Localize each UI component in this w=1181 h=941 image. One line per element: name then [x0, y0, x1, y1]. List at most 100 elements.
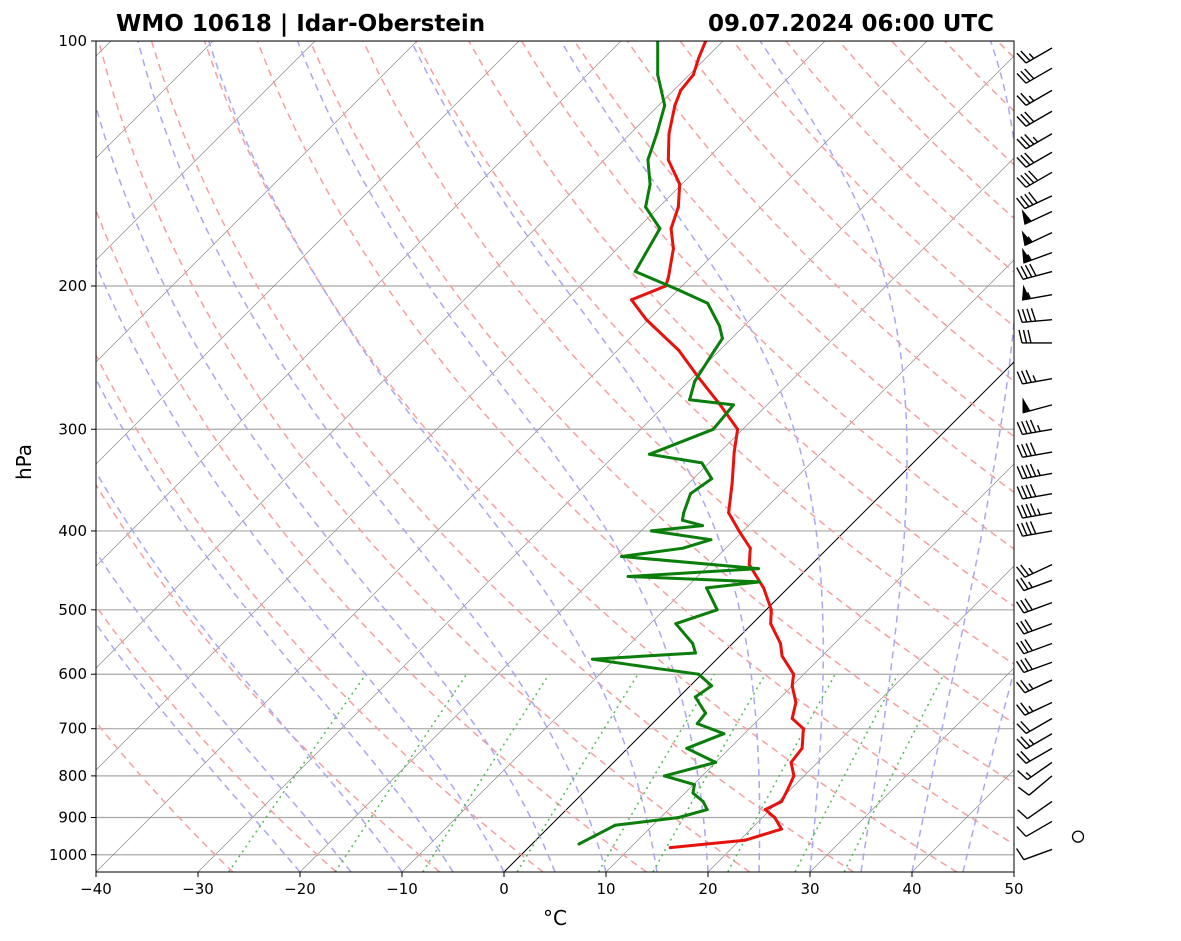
isotherm-line: [707, 565, 1014, 872]
x-tick-label: −40: [80, 880, 112, 898]
wind-barb: [1016, 170, 1053, 188]
wind-barb: [1015, 848, 1053, 861]
temperature-point: [727, 511, 731, 515]
y-tick-label: 100: [58, 32, 87, 50]
dewpoint-point: [647, 452, 651, 456]
x-tick-label: −20: [284, 880, 316, 898]
wind-barb: [1016, 747, 1053, 764]
dry-adiabat-line: [573, 41, 1014, 494]
dewpoint-point: [688, 398, 692, 402]
dewpoint-point: [663, 103, 667, 107]
moist-adiabat-line: [96, 377, 454, 872]
dewpoint-point: [648, 182, 652, 186]
isotherm-line: [96, 41, 724, 669]
wind-barb: [1016, 701, 1053, 716]
wind-barb: [1016, 484, 1053, 500]
wind-barb: [1016, 503, 1053, 519]
temperature-point: [737, 529, 741, 533]
dewpoint-point: [656, 73, 660, 77]
temperature-point: [773, 816, 777, 819]
dewpoint-point: [697, 672, 701, 676]
moist-adiabat-line: [296, 41, 709, 872]
isotherm-line: [96, 41, 520, 465]
dry-adiabat-line: [96, 604, 337, 872]
dewpoint-point: [692, 783, 696, 787]
x-tick-label: 40: [902, 880, 921, 898]
chart-title-datetime: 09.07.2024 06:00 UTC: [708, 11, 994, 37]
dewpoint-point: [577, 842, 581, 846]
dewpoint-point: [710, 477, 714, 481]
dewpoint-point: [693, 379, 697, 383]
temperature-point: [792, 672, 796, 676]
dry-adiabat-line: [362, 41, 1014, 725]
temperature-point: [673, 103, 677, 107]
dry-adiabat-line: [944, 41, 1014, 112]
dewpoint-point: [691, 642, 695, 645]
x-axis-ticks: −40 −30 −20 −10 0 10 20 30 40 50: [80, 872, 1024, 898]
temperature-point: [790, 684, 794, 688]
dewpoint-profile-line: [578, 41, 761, 846]
mixing-ratio-line: [843, 673, 945, 872]
dewpoint-point: [613, 823, 617, 827]
dry-adiabat-line: [468, 41, 1014, 608]
dewpoint-point: [681, 546, 685, 550]
dewpoint-point: [626, 575, 630, 578]
temperature-point: [677, 348, 681, 352]
wind-barb: [1016, 151, 1053, 168]
dewpoint-point: [658, 227, 662, 230]
dry-adiabat-line: [520, 41, 1014, 550]
dewpoint-point: [705, 808, 709, 812]
y-tick-label: 600: [58, 665, 87, 683]
temperature-point: [736, 427, 740, 431]
x-tick-label: −10: [386, 880, 418, 898]
temperature-point: [800, 746, 804, 750]
wind-barb: [1021, 230, 1053, 247]
temperature-point: [769, 622, 773, 626]
wind-barbs: [1015, 47, 1085, 861]
temperature-point: [730, 482, 734, 486]
temperature-point: [743, 838, 747, 842]
temperature-point: [669, 227, 673, 230]
wind-barb: [1015, 639, 1053, 655]
dry-adiabat-line: [309, 41, 1014, 785]
wind-barb: [1017, 761, 1053, 781]
temperature-point: [747, 563, 751, 567]
temperature-point: [667, 275, 670, 279]
dry-adiabat-line: [838, 41, 1014, 220]
dewpoint-point: [713, 348, 716, 352]
dewpoint-point: [680, 518, 684, 522]
wind-barb: [1016, 820, 1053, 838]
wind-barb: [1021, 209, 1053, 225]
isotherm-line: [96, 41, 418, 363]
mixing-ratio-line: [597, 673, 715, 872]
dry-adiabat-line: [96, 353, 544, 872]
moist-adiabat-line: [962, 668, 1014, 872]
moist-adiabat-line: [410, 41, 761, 872]
wind-barb: [1016, 67, 1053, 84]
dewpoint-point: [711, 427, 715, 431]
dewpoint-point: [715, 608, 719, 612]
dewpoint-point: [682, 511, 686, 515]
temperature-point: [678, 182, 682, 186]
dewpoint-point: [710, 684, 714, 688]
dewpoint-point: [718, 324, 721, 328]
wind-barb: [1016, 191, 1053, 210]
plot-frame: [95, 40, 1015, 873]
dry-adiabat-line: [256, 41, 1014, 846]
temperature-point: [671, 247, 675, 251]
moist-adiabat-line: [96, 470, 403, 872]
wind-barb: [1017, 775, 1053, 796]
temperature-point: [786, 787, 790, 791]
moist-adiabat-line: [96, 104, 556, 872]
wind-barb: [1016, 419, 1053, 436]
dewpoint-point: [722, 732, 726, 736]
dry-adiabat-line: [1050, 41, 1181, 872]
dewpoint-point: [620, 555, 624, 558]
mixing-ratio-line: [422, 673, 550, 872]
dewpoint-point: [709, 538, 713, 542]
moist-adiabat-line: [96, 622, 301, 872]
dewpoint-point: [758, 580, 761, 584]
chart-title-station: WMO 10618 | Idar-Oberstein: [116, 11, 485, 37]
isotherm-line: [605, 463, 1014, 872]
dewpoint-point: [732, 403, 735, 407]
